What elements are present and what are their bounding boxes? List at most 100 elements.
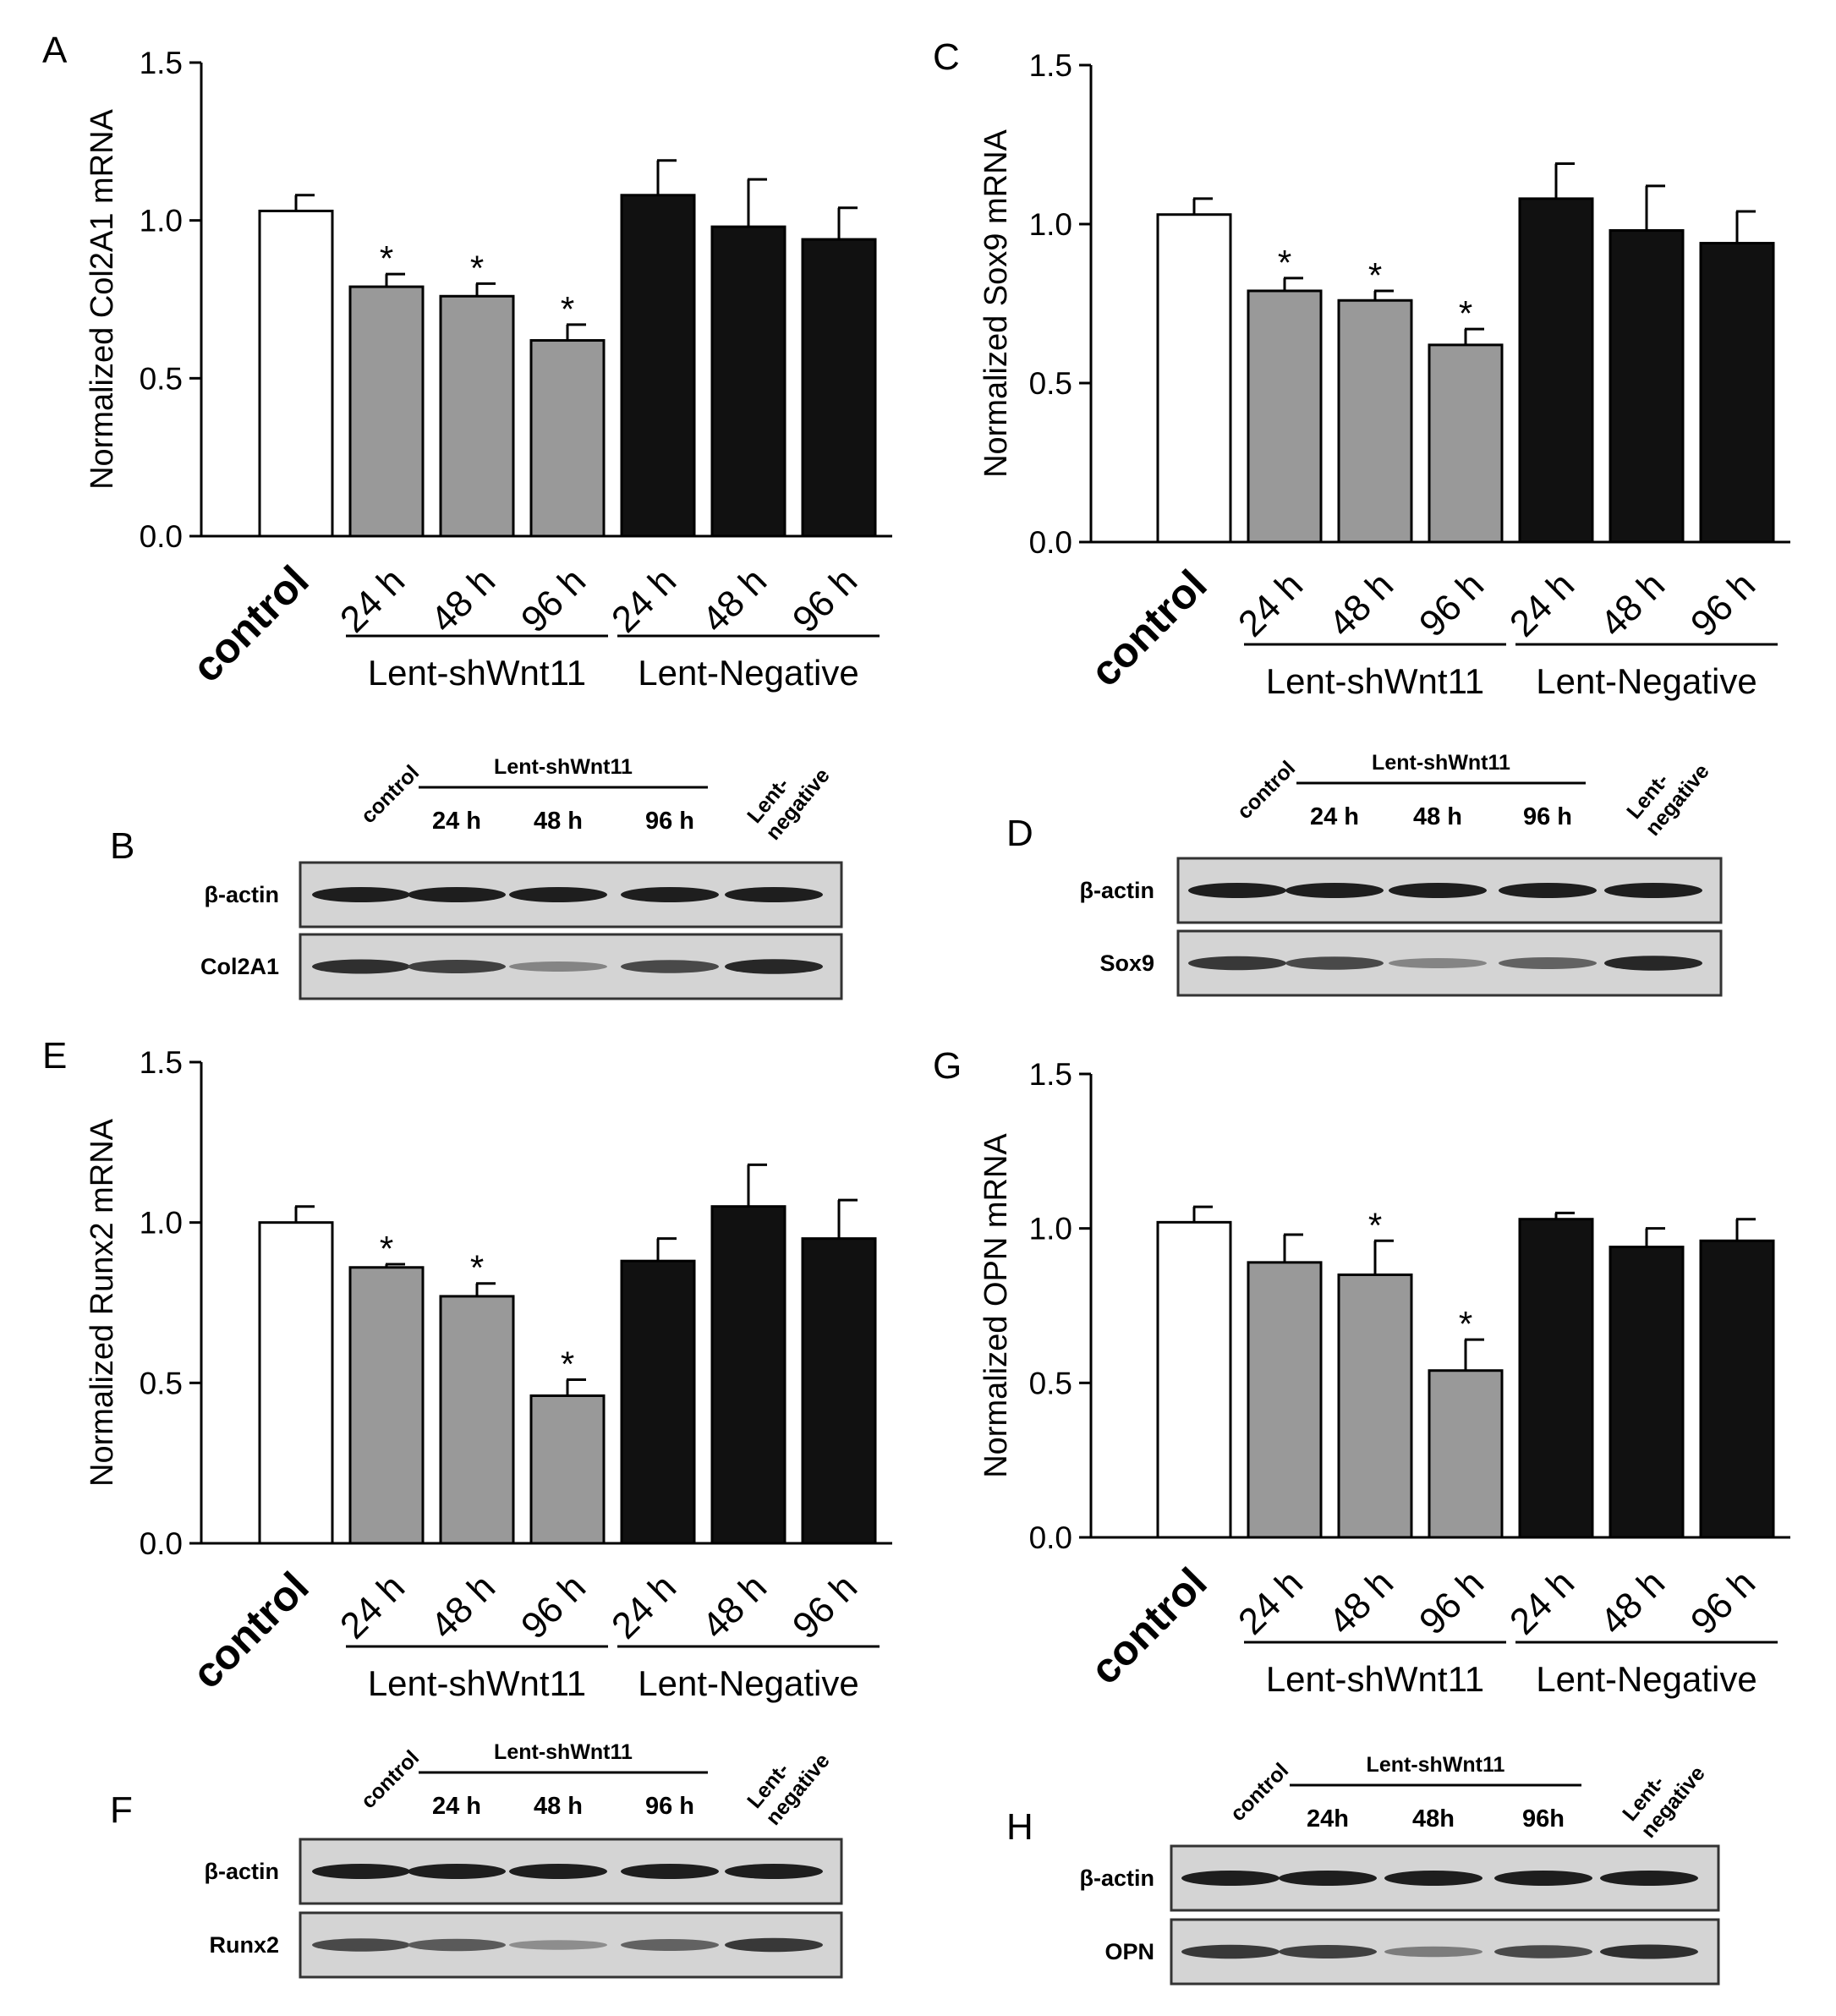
lane-label-time: 48 h xyxy=(534,808,583,835)
lane-label-time: 48 h xyxy=(1413,803,1462,830)
y-tick-label: 0.5 xyxy=(140,361,183,396)
blot-row-label: OPN xyxy=(1104,1939,1154,1964)
blot-band xyxy=(312,1864,410,1879)
blot-band xyxy=(1494,1945,1592,1958)
y-tick-label: 1.0 xyxy=(140,204,183,238)
lane-label-time: 24 h xyxy=(432,1793,481,1820)
significance-marker: * xyxy=(1459,1304,1472,1344)
x-category-label: 96 h xyxy=(785,1566,865,1646)
blot-row-label: Runx2 xyxy=(209,1932,279,1958)
bar xyxy=(1609,229,1685,544)
group-label: Lent-shWnt11 xyxy=(1266,1659,1484,1699)
blot-band xyxy=(725,1864,823,1879)
blot-band xyxy=(725,1937,823,1953)
bar xyxy=(1337,1273,1413,1539)
y-tick-label: 1.5 xyxy=(140,46,183,80)
lane-label-time: 24h xyxy=(1307,1805,1349,1832)
blot-band xyxy=(1279,1945,1377,1958)
x-category-label: 24 h xyxy=(1502,1562,1582,1642)
blot-band xyxy=(725,887,823,902)
x-category-label: 96 h xyxy=(785,560,865,640)
bar xyxy=(801,1237,877,1545)
blot-band xyxy=(1188,883,1286,898)
x-category-label: 48 h xyxy=(1321,1562,1401,1642)
x-category-label: 48 h xyxy=(423,560,503,640)
x-category-label: 48 h xyxy=(1321,564,1401,644)
blot-band xyxy=(621,1939,719,1951)
significance-marker: * xyxy=(1278,243,1291,282)
bar xyxy=(801,238,877,538)
bar xyxy=(529,339,606,538)
y-tick-label: 1.0 xyxy=(140,1206,183,1241)
blot-band xyxy=(1604,883,1702,898)
x-category-label: control xyxy=(183,1563,317,1697)
lane-label-time: 96 h xyxy=(645,808,694,835)
blot-band xyxy=(1389,883,1487,898)
y-tick-label: 0.0 xyxy=(1029,1520,1072,1555)
x-category-label: 48 h xyxy=(423,1566,503,1646)
group-label: Lent-Negative xyxy=(1536,661,1757,701)
x-category-label: 48 h xyxy=(1592,564,1673,644)
blot-band xyxy=(509,887,607,902)
significance-marker: * xyxy=(1459,293,1472,333)
group-label: Lent-Negative xyxy=(638,1663,859,1703)
lane-label-control: control xyxy=(356,1746,424,1814)
blot-row-label: Sox9 xyxy=(1099,950,1154,976)
y-tick-label: 1.5 xyxy=(1029,48,1072,83)
blot-band xyxy=(509,1940,607,1950)
blot-group-label: Lent-shWnt11 xyxy=(494,1740,633,1764)
panel-letter: E xyxy=(42,1035,67,1076)
panel-letter: A xyxy=(42,30,68,71)
blot-band xyxy=(509,1864,607,1879)
y-tick-label: 0.5 xyxy=(140,1366,183,1400)
blot-band xyxy=(312,1938,410,1952)
significance-marker: * xyxy=(380,238,393,278)
panel-letter: F xyxy=(110,1789,133,1831)
bar xyxy=(620,194,696,538)
significance-marker: * xyxy=(1368,255,1382,295)
bar xyxy=(348,1266,425,1545)
x-category-label: 48 h xyxy=(1592,1562,1673,1642)
blot-row-label: Col2A1 xyxy=(200,954,279,979)
lane-label-control: control xyxy=(1232,757,1300,824)
y-tick-label: 1.5 xyxy=(1029,1057,1072,1092)
significance-marker: * xyxy=(470,1248,484,1288)
bar xyxy=(1518,1218,1594,1539)
x-category-label: 24 h xyxy=(1502,564,1582,644)
x-category-label: 48 h xyxy=(694,1566,775,1646)
x-category-label: 24 h xyxy=(604,1566,684,1646)
x-category-label: 96 h xyxy=(513,1566,594,1646)
bar xyxy=(620,1259,696,1545)
bar xyxy=(710,1205,786,1545)
blot-band xyxy=(1389,958,1487,968)
x-category-label: control xyxy=(183,556,317,691)
x-category-label: 24 h xyxy=(1230,1562,1311,1642)
x-category-label: 24 h xyxy=(332,1566,413,1646)
significance-marker: * xyxy=(1368,1205,1382,1245)
blot-row-label: β-actin xyxy=(205,1859,280,1884)
significance-marker: * xyxy=(380,1229,393,1268)
x-category-label: control xyxy=(1081,1559,1215,1693)
blot-band xyxy=(509,961,607,972)
blot-band xyxy=(1181,1871,1280,1886)
lane-label-time: 48h xyxy=(1412,1805,1455,1832)
bar-chart-A: A Normalized Col2A1 mRNA 0.0 0.5 1.0 1.5 contr… xyxy=(42,30,892,693)
y-tick-label: 0.5 xyxy=(1029,366,1072,401)
blot-group-label: Lent-shWnt11 xyxy=(1372,751,1510,775)
bar xyxy=(1428,1369,1504,1539)
y-axis-label: Normalized Runx2 mRNA xyxy=(85,1118,120,1487)
lane-label-time: 24 h xyxy=(432,808,481,835)
panel-letter: H xyxy=(1006,1806,1033,1848)
x-category-label: 24 h xyxy=(332,560,413,640)
y-tick-label: 0.5 xyxy=(1029,1366,1072,1400)
blot-band xyxy=(725,959,823,974)
group-label: Lent-Negative xyxy=(638,653,859,693)
bar xyxy=(1247,289,1323,544)
bar xyxy=(1609,1246,1685,1539)
y-tick-label: 0.0 xyxy=(1029,525,1072,560)
